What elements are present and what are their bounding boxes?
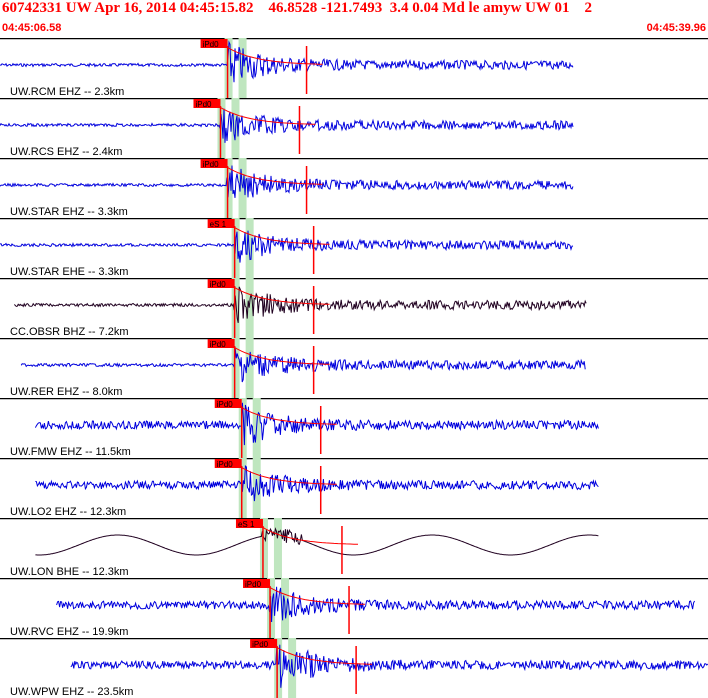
pick-label: eS 1 — [210, 220, 227, 229]
trace-panel: iPd0 UW.LO2 EHZ -- 12.3km — [0, 458, 708, 518]
pick-label-box — [207, 219, 235, 228]
pick-label: iPd0 — [217, 460, 234, 469]
trace-plot: iPd0 — [0, 578, 708, 638]
waveform — [0, 230, 574, 263]
trace-panel: eS 1 UW.LON BHE -- 12.3km — [0, 518, 708, 578]
trace-plot: iPd0 — [0, 458, 708, 518]
station-label: UW.RVC EHZ -- 19.9km — [10, 626, 129, 638]
pick-label-box — [207, 279, 235, 288]
trace-panel: iPd0 UW.FMW EHZ -- 11.5km — [0, 398, 708, 458]
pick-label-box — [193, 99, 221, 108]
trace-plot: iPd0 — [0, 638, 708, 698]
station-label: UW.LON BHE -- 12.3km — [10, 566, 129, 578]
station-label: UW.WPW EHZ -- 23.5km — [10, 686, 134, 698]
waveform — [34, 402, 599, 446]
pick-label-box — [214, 399, 242, 408]
station-label: UW.RCM EHZ -- 2.3km — [10, 86, 125, 98]
trace-panel: iPd0 UW.STAR EHZ -- 3.3km — [0, 158, 708, 218]
seismogram-panels: iPd0 UW.RCM EHZ -- 2.3km iPd0 UW.RCS EHZ --… — [0, 38, 708, 698]
pick-window — [245, 218, 254, 278]
station-label: UW.STAR EHE -- 3.3km — [10, 266, 129, 278]
pick-label: iPd0 — [210, 280, 227, 289]
station-label: UW.RER EHZ -- 8.0km — [10, 386, 123, 398]
pick-window — [231, 338, 240, 398]
pick-window — [274, 638, 283, 698]
waveform — [70, 644, 708, 688]
trace-panel: iPd0 UW.RCM EHZ -- 2.3km — [0, 38, 708, 98]
pick-window — [245, 278, 254, 338]
station-label: CC.OBSR BHZ -- 7.2km — [10, 326, 129, 338]
event-header: 60742331 UW Apr 16, 2014 04:45:15.82 46.… — [0, 0, 708, 38]
pick-label-box — [200, 39, 228, 48]
station-label: UW.RCS EHZ -- 2.4km — [10, 146, 123, 158]
pick-label-box — [250, 639, 278, 648]
station-label: UW.FMW EHZ -- 11.5km — [10, 446, 131, 458]
trace-plot: eS 1 — [0, 218, 708, 278]
trace-plot: iPd0 — [0, 158, 708, 218]
trace-panel: eS 1 UW.STAR EHE -- 3.3km — [0, 218, 708, 278]
trace-plot: iPd0 — [0, 98, 708, 158]
waveform — [20, 347, 586, 383]
pick-window — [224, 38, 233, 98]
pick-label-box — [243, 579, 271, 588]
pick-label-box — [235, 519, 263, 528]
pick-window — [273, 518, 282, 578]
trace-plot: eS 1 — [0, 518, 708, 578]
trace-panel: iPd0 UW.RER EHZ -- 8.0km — [0, 338, 708, 398]
station-label: UW.STAR EHZ -- 3.3km — [10, 206, 128, 218]
trace-plot: iPd0 — [0, 398, 708, 458]
pick-label-box — [214, 459, 242, 468]
waveform — [13, 286, 587, 324]
start-time: 04:45:06.58 — [2, 22, 62, 34]
pick-label: iPd0 — [195, 100, 212, 109]
pick-label: iPd0 — [217, 400, 234, 409]
pick-label-box — [207, 339, 235, 348]
pick-label: iPd0 — [210, 340, 227, 349]
waveform — [0, 108, 574, 143]
pick-window — [252, 458, 261, 518]
waveform — [0, 40, 574, 83]
trace-panel: iPd0 UW.RVC EHZ -- 19.9km — [0, 578, 708, 638]
pick-window — [245, 338, 254, 398]
trace-plot: iPd0 — [0, 278, 708, 338]
pick-label: iPd0 — [203, 160, 220, 169]
trace-panel: iPd0 UW.WPW EHZ -- 23.5km — [0, 638, 708, 698]
pick-window — [231, 278, 240, 338]
pick-label: iPd0 — [203, 40, 220, 49]
waveform — [35, 465, 599, 502]
waveform — [35, 527, 599, 556]
trace-plot: iPd0 — [0, 38, 708, 98]
waveform — [0, 165, 574, 198]
trace-panel: iPd0 CC.OBSR BHZ -- 7.2km — [0, 278, 708, 338]
pick-label-box — [200, 159, 228, 168]
pick-label: eS 1 — [238, 520, 255, 529]
pick-window — [217, 98, 226, 158]
pick-window — [238, 398, 247, 458]
station-label: UW.LO2 EHZ -- 12.3km — [10, 506, 127, 518]
pick-window — [259, 518, 268, 578]
trace-plot: iPd0 — [0, 338, 708, 398]
event-title: 60742331 UW Apr 16, 2014 04:45:15.82 46.… — [2, 0, 592, 16]
pick-label: iPd0 — [245, 580, 262, 589]
pick-label: iPd0 — [252, 640, 269, 649]
end-time: 04:45:39.96 — [646, 22, 706, 34]
trace-panel: iPd0 UW.RCS EHZ -- 2.4km — [0, 98, 708, 158]
waveform — [56, 586, 696, 623]
